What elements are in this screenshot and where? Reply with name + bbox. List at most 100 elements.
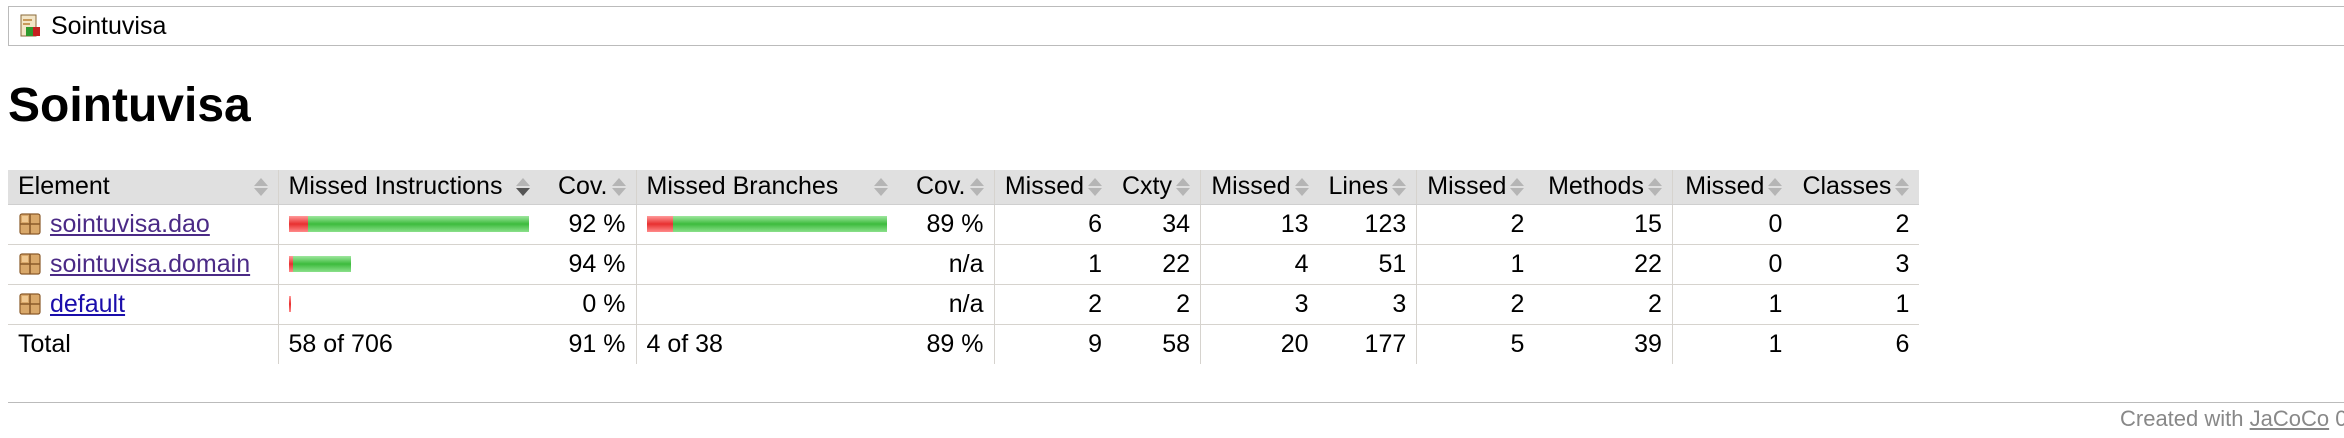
missed-bar-segment xyxy=(288,256,293,272)
header-label: Element xyxy=(18,172,110,201)
header-missed-branches[interactable]: Missed Branches xyxy=(635,170,898,205)
header-methods[interactable]: Methods xyxy=(1534,170,1673,205)
sort-icon xyxy=(1294,175,1309,199)
footer: Created with JaCoCo 0 xyxy=(2120,406,2344,432)
table-header-row: Element Missed Instructions Cov. Missed … xyxy=(8,170,1920,205)
instr-cov-cell: 0 % xyxy=(540,284,636,325)
methods-cell: 22 xyxy=(1534,244,1673,285)
package-icon xyxy=(19,293,41,315)
header-label: Cov. xyxy=(915,172,966,201)
total-cxty: 58 xyxy=(1112,323,1201,364)
page-title: Sointuvisa xyxy=(8,79,251,132)
total-branches: 4 of 38 xyxy=(635,323,898,364)
total-instructions: 58 of 706 xyxy=(277,323,540,364)
package-link[interactable]: default xyxy=(50,289,126,318)
package-link[interactable]: sointuvisa.dao xyxy=(50,209,210,238)
footer-suffix: 0 xyxy=(2335,406,2344,431)
header-label: Missed xyxy=(1004,172,1084,201)
classes-cell: 1 xyxy=(1792,284,1920,325)
header-element[interactable]: Element xyxy=(8,170,278,205)
header-methods-missed[interactable]: Missed xyxy=(1416,170,1535,205)
header-instr-cov[interactable]: Cov. xyxy=(540,170,636,205)
header-label: Missed Instructions xyxy=(288,172,503,201)
sort-icon xyxy=(1768,175,1783,199)
header-label: Missed xyxy=(1427,172,1507,201)
total-classes-missed: 1 xyxy=(1671,323,1793,364)
covered-bar-segment xyxy=(672,216,887,232)
branch-bar-cell xyxy=(635,284,898,325)
sort-icon xyxy=(1510,175,1525,199)
cxty-cell: 2 xyxy=(1112,284,1201,325)
sort-icon xyxy=(1176,175,1190,199)
element-cell: default xyxy=(8,284,278,325)
sort-icon xyxy=(874,175,888,199)
header-label: Missed xyxy=(1685,172,1765,201)
footer-prefix: Created with xyxy=(2120,406,2250,431)
coverage-bar xyxy=(288,216,531,232)
missed-bar-segment xyxy=(288,296,291,312)
coverage-bar xyxy=(288,296,531,312)
instr-cov-cell: 92 % xyxy=(540,204,636,245)
header-lines-missed[interactable]: Missed xyxy=(1200,170,1319,205)
coverage-bar xyxy=(288,256,531,272)
cxty-cell: 34 xyxy=(1112,204,1201,245)
coverage-table: Element Missed Instructions Cov. Missed … xyxy=(8,170,1920,364)
table-row: default 0 % n/a 2 2 3 3 2 2 1 1 xyxy=(8,284,1920,325)
branch-bar-cell xyxy=(635,204,898,245)
branch-cov-cell: n/a xyxy=(898,284,994,325)
total-classes: 6 xyxy=(1792,323,1920,364)
branch-bar-cell xyxy=(635,244,898,285)
classes-cell: 2 xyxy=(1792,204,1920,245)
header-label: Cov. xyxy=(557,172,608,201)
lines-missed-cell: 3 xyxy=(1200,284,1319,325)
instr-bar-cell xyxy=(277,284,540,325)
header-classes[interactable]: Classes xyxy=(1792,170,1920,205)
classes-missed-cell: 1 xyxy=(1671,284,1793,325)
lines-missed-cell: 4 xyxy=(1200,244,1319,285)
element-cell: sointuvisa.dao xyxy=(8,204,278,245)
report-icon xyxy=(19,14,43,38)
cxty-missed-cell: 6 xyxy=(993,204,1112,245)
total-label: Total xyxy=(8,323,278,364)
header-cxty[interactable]: Cxty xyxy=(1112,170,1201,205)
package-link[interactable]: sointuvisa.domain xyxy=(50,249,251,278)
covered-bar-segment xyxy=(307,216,529,232)
header-missed-instructions[interactable]: Missed Instructions xyxy=(277,170,540,205)
cxty-missed-cell: 1 xyxy=(993,244,1112,285)
covered-bar-segment xyxy=(292,256,351,272)
lines-cell: 123 xyxy=(1318,204,1417,245)
header-label: Classes xyxy=(1802,172,1892,201)
sort-icon xyxy=(1392,175,1407,199)
footer-divider xyxy=(8,402,2344,403)
header-label: Missed Branches xyxy=(646,172,839,201)
coverage-bar xyxy=(646,216,889,232)
table-row: sointuvisa.dao 92 % 89 % 6 34 13 123 2 15 0 2 xyxy=(8,204,1920,245)
sort-icon xyxy=(1895,175,1910,199)
package-icon xyxy=(19,213,41,235)
sort-icon xyxy=(611,175,626,199)
missed-bar-segment xyxy=(646,216,673,232)
jacoco-link[interactable]: JaCoCo xyxy=(2249,406,2330,431)
sort-desc-icon xyxy=(516,175,530,199)
header-branch-cov[interactable]: Cov. xyxy=(898,170,994,205)
instr-cov-cell: 94 % xyxy=(540,244,636,285)
header-classes-missed[interactable]: Missed xyxy=(1671,170,1793,205)
sort-icon xyxy=(969,175,984,199)
classes-cell: 3 xyxy=(1792,244,1920,285)
table-row: sointuvisa.domain 94 % n/a 1 22 4 51 1 22 0 3 xyxy=(8,244,1920,285)
methods-cell: 2 xyxy=(1534,284,1673,325)
coverage-bar xyxy=(647,256,889,272)
total-methods-missed: 5 xyxy=(1416,323,1535,364)
breadcrumb-label[interactable]: Sointuvisa xyxy=(51,11,167,40)
branch-cov-cell: n/a xyxy=(898,244,994,285)
lines-cell: 51 xyxy=(1318,244,1417,285)
header-cxty-missed[interactable]: Missed xyxy=(993,170,1112,205)
header-label: Methods xyxy=(1548,172,1644,201)
missed-bar-segment xyxy=(288,216,308,232)
cxty-cell: 22 xyxy=(1112,244,1201,285)
header-label: Cxty xyxy=(1122,172,1172,201)
sort-icon xyxy=(1647,175,1662,199)
classes-missed-cell: 0 xyxy=(1671,204,1793,245)
lines-missed-cell: 13 xyxy=(1200,204,1319,245)
header-lines[interactable]: Lines xyxy=(1318,170,1417,205)
